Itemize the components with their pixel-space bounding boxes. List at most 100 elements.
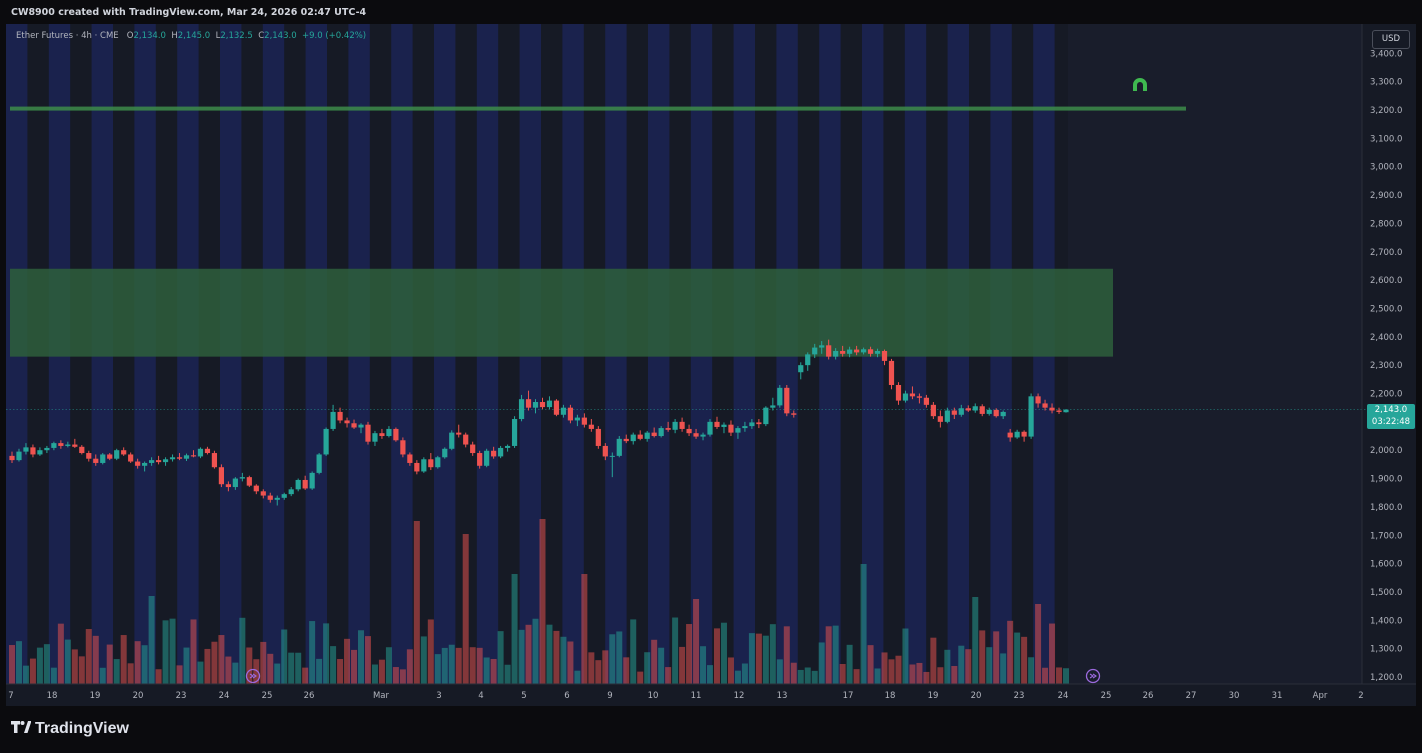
- volume-bar: [434, 654, 441, 684]
- candle-body: [72, 444, 78, 447]
- volume-bar: [720, 622, 727, 684]
- candle-body: [414, 462, 420, 472]
- tradingview-logo-icon: [11, 720, 32, 738]
- time-axis-label: Apr: [1313, 691, 1328, 701]
- volume-bar: [965, 649, 972, 684]
- candle-body: [79, 446, 85, 454]
- candle-body: [1042, 403, 1048, 408]
- symbol-legend[interactable]: Ether Futures · 4h · CME O2,134.0 H2,145…: [16, 31, 366, 41]
- price-axis-label: 3,300.0: [1370, 78, 1402, 88]
- volume-bar: [595, 660, 602, 684]
- candle-body: [169, 457, 176, 460]
- candle-body: [176, 457, 183, 459]
- volume-bar: [546, 624, 553, 684]
- candle-body: [93, 458, 99, 463]
- volume-bar: [693, 599, 700, 684]
- volume-bar: [148, 596, 155, 684]
- time-axis-label: 20: [133, 691, 144, 701]
- price-axis-label: 1,800.0: [1370, 503, 1402, 513]
- volume-bar: [874, 668, 881, 684]
- volume-bar: [64, 639, 71, 684]
- resistance-line: [10, 106, 1186, 111]
- candle-body: [812, 347, 818, 355]
- volume-bar: [490, 658, 497, 684]
- jump-to-realtime-icon[interactable]: [1085, 668, 1101, 684]
- symbol-name[interactable]: Ether Futures · 4h · CME: [16, 31, 119, 41]
- candle-body: [651, 432, 657, 437]
- volume-bar: [155, 669, 162, 684]
- time-axis-label: 17: [843, 691, 854, 701]
- jump-to-realtime-icon[interactable]: [245, 668, 261, 684]
- volume-bar: [762, 635, 769, 684]
- volume-bar: [85, 629, 92, 684]
- candle-body: [560, 407, 567, 415]
- volume-bar: [867, 645, 874, 684]
- candle-body: [916, 396, 923, 398]
- candle-body: [826, 345, 832, 357]
- volume-bar: [127, 663, 134, 684]
- volume-bar: [602, 650, 609, 684]
- volume-bar: [553, 630, 560, 684]
- volume-bar: [944, 649, 951, 684]
- volume-bar: [448, 644, 455, 684]
- volume-bar: [804, 667, 811, 684]
- time-axis-label: 5: [521, 691, 526, 701]
- volume-bar: [741, 663, 748, 684]
- candle-body: [162, 459, 169, 463]
- volume-bar: [574, 670, 581, 684]
- volume-bar: [344, 638, 351, 684]
- candle-body: [302, 479, 308, 489]
- volume-bar: [1042, 667, 1049, 684]
- volume-bar: [581, 574, 588, 684]
- price-axis-label: 2,200.0: [1370, 390, 1402, 400]
- volume-bar: [539, 519, 546, 684]
- candle-body: [218, 467, 225, 485]
- price-axis-label: 1,500.0: [1370, 588, 1402, 598]
- volume-bar: [239, 617, 246, 684]
- future-area: [1068, 24, 1362, 684]
- price-axis-label: 2,900.0: [1370, 191, 1402, 201]
- price-axis-label: 2,400.0: [1370, 333, 1402, 343]
- candle-body: [1063, 409, 1069, 413]
- last-price-tag: 2,143.0 03:22:48: [1367, 404, 1415, 429]
- volume-bar: [972, 597, 979, 684]
- candle-body: [553, 400, 560, 415]
- volume-bar: [888, 659, 895, 684]
- volume-bar: [609, 634, 616, 684]
- candle-body: [602, 445, 608, 457]
- candle-body: [623, 438, 629, 442]
- chart-area[interactable]: 3,400.0 3,300.0 3,200.0 3,100.0 3,000.0 2,900…: [6, 24, 1416, 706]
- candle-body: [630, 434, 636, 442]
- chart-caption: CW8900 created with TradingView.com, Mar…: [11, 7, 367, 18]
- volume-bar: [274, 663, 281, 684]
- price-axis-label: 1,400.0: [1370, 616, 1402, 626]
- close-value: 2,143.0: [264, 31, 297, 41]
- volume-bar: [769, 624, 776, 684]
- volume-bar: [755, 633, 762, 684]
- candle-body: [686, 428, 692, 434]
- candle-body: [358, 424, 364, 428]
- candlestick-chart[interactable]: 3,400.0 3,300.0 3,200.0 3,100.0 3,000.0 2,900…: [6, 24, 1416, 706]
- magnet-icon[interactable]: [1133, 78, 1147, 91]
- volume-bar: [518, 629, 525, 684]
- volume-bar: [253, 659, 260, 684]
- tradingview-logo[interactable]: TradingView: [11, 720, 129, 738]
- candle-body: [149, 460, 155, 463]
- price-axis-label: 1,600.0: [1370, 560, 1402, 570]
- volume-bar: [476, 647, 483, 684]
- candle-body: [637, 434, 643, 439]
- time-axis-label: 20: [971, 691, 982, 701]
- low-label: L: [215, 31, 221, 41]
- volume-bar: [672, 617, 679, 684]
- volume-bar: [420, 636, 427, 684]
- currency-button[interactable]: USD: [1372, 30, 1410, 49]
- volume-bar: [588, 652, 595, 684]
- candle-body: [23, 447, 29, 452]
- close-label: C: [258, 31, 265, 41]
- volume-bar: [469, 647, 476, 684]
- volume-bar: [295, 652, 302, 684]
- candle-body: [491, 450, 497, 457]
- volume-bar: [22, 665, 29, 684]
- candle-body: [714, 421, 720, 427]
- volume-bar: [951, 666, 958, 684]
